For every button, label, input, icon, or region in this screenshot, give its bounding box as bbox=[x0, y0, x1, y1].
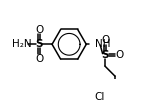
Text: S: S bbox=[101, 50, 109, 60]
Text: NH: NH bbox=[95, 39, 110, 49]
Text: Cl: Cl bbox=[94, 92, 105, 102]
Text: O: O bbox=[101, 35, 109, 45]
Text: O: O bbox=[35, 54, 43, 64]
Text: O: O bbox=[116, 50, 124, 60]
Text: H₂N: H₂N bbox=[12, 39, 32, 49]
Text: O: O bbox=[35, 25, 43, 35]
Text: S: S bbox=[35, 39, 43, 49]
